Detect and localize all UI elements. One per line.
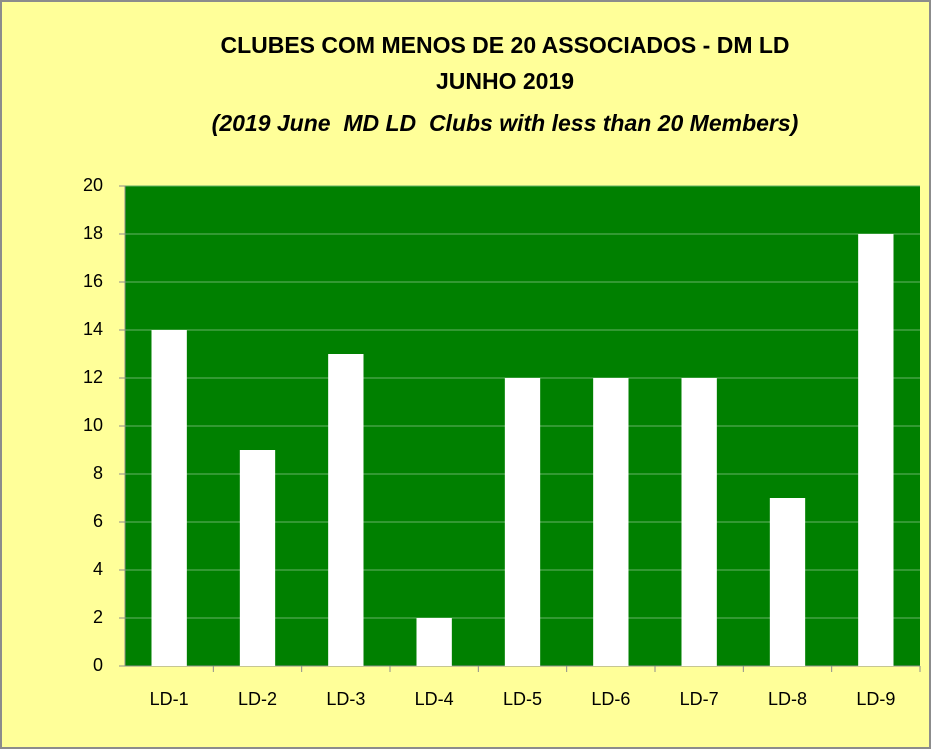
x-tick-label: LD-4 [415, 689, 454, 709]
x-tick-label: LD-1 [150, 689, 189, 709]
chart-subtitle: JUNHO 2019 [436, 68, 574, 94]
bar [681, 378, 717, 666]
y-tick-label: 12 [83, 367, 103, 387]
bar [769, 498, 806, 666]
bar [858, 234, 894, 666]
x-tick-label: LD-8 [768, 689, 807, 709]
x-tick-label: LD-6 [591, 689, 630, 709]
y-tick-label: 16 [83, 271, 103, 291]
y-tick-label: 0 [93, 655, 103, 675]
chart-subtitle-english: (2019 June MD LD Clubs with less than 20… [212, 110, 799, 136]
y-tick-label: 2 [93, 607, 103, 627]
y-tick-label: 4 [93, 559, 103, 579]
x-tick-label: LD-3 [326, 689, 365, 709]
x-tick-label: LD-5 [503, 689, 542, 709]
y-tick-label: 10 [83, 415, 103, 435]
y-tick-label: 14 [83, 319, 103, 339]
x-tick-label: LD-9 [856, 689, 895, 709]
bar [416, 618, 452, 666]
bar [239, 450, 276, 666]
chart-title: CLUBES COM MENOS DE 20 ASSOCIADOS - DM L… [220, 32, 789, 58]
y-tick-label: 18 [83, 223, 103, 243]
bar [151, 330, 187, 666]
y-tick-label: 8 [93, 463, 103, 483]
y-tick-label: 6 [93, 511, 103, 531]
x-tick-label: LD-2 [238, 689, 277, 709]
y-tick-label: 20 [83, 175, 103, 195]
bar [593, 378, 629, 666]
x-tick-label: LD-7 [680, 689, 719, 709]
bar [328, 354, 364, 666]
bar [504, 378, 541, 666]
